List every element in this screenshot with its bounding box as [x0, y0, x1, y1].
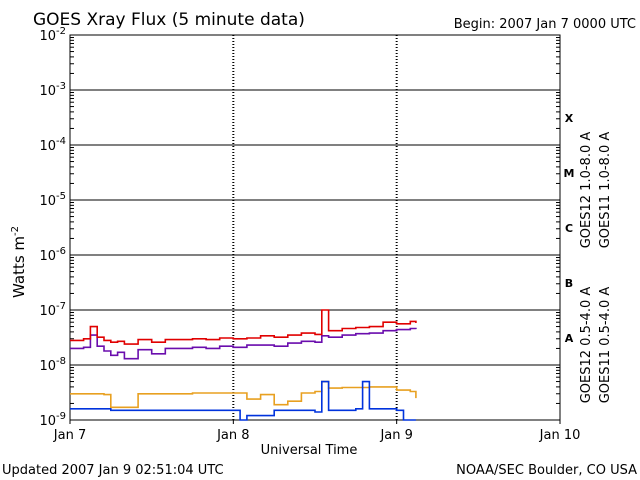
legend-goes12-0-5-4-0-a: GOES12 0.5-4.0 A [579, 287, 594, 404]
series-line-goes11-0-5-4-0-a [70, 380, 417, 409]
flare-class-b: B [565, 277, 573, 290]
legend: GOES12 1.0-8.0 A GOES11 1.0-8.0 A GOES12 0… [579, 132, 613, 404]
x-tick-label-jan-10: Jan 10 [539, 428, 581, 443]
y-axis-ticks: 10-2 10-3 10-4 10-5 10-6 10-7 10-8 10-9 [39, 26, 560, 429]
plot-frame [69, 34, 561, 421]
chart-title: GOES Xray Flux (5 minute data) [33, 10, 305, 30]
x-axis-label: Universal Time [261, 443, 358, 458]
y-tick-label: 10-7 [39, 301, 66, 319]
y-tick-label: 10-2 [39, 26, 66, 44]
data-series [70, 309, 417, 421]
legend-goes12-1-0-8-0-a: GOES12 1.0-8.0 A [579, 132, 594, 249]
updated-timestamp: Updated 2007 Jan 9 02:51:04 UTC [2, 463, 224, 478]
legend-goes11-1-0-8-0-a: GOES11 1.0-8.0 A [598, 132, 613, 249]
y-tick-label: 10-6 [39, 246, 66, 264]
y-axis-label: Watts m-2 [10, 226, 28, 298]
flare-class-m: M [564, 167, 575, 180]
x-tick-label-jan-8: Jan 8 [216, 428, 249, 443]
legend-goes11-0-5-4-0-a: GOES11 0.5-4.0 A [598, 287, 613, 404]
y-tick-label: 10-4 [39, 136, 66, 154]
gridlines [70, 35, 560, 420]
x-axis-ticks: Jan 7 Jan 8 Jan 9 Jan 10 [53, 420, 581, 443]
y-tick-label: 10-3 [39, 81, 66, 99]
series-line-goes12-1-0-8-0-a [70, 309, 417, 345]
flare-class-labels: X M C B A [564, 112, 575, 345]
x-tick-label-jan-9: Jan 9 [379, 428, 412, 443]
begin-date-label: Begin: 2007 Jan 7 0000 UTC [454, 17, 636, 32]
flare-class-a: A [565, 332, 574, 345]
x-tick-label-jan-7: Jan 7 [53, 428, 86, 443]
y-tick-label: 10-8 [39, 356, 66, 374]
flare-class-c: C [565, 222, 573, 235]
y-tick-label: 10-9 [39, 411, 66, 429]
y-tick-label: 10-5 [39, 191, 66, 209]
series-line-goes11-1-0-8-0-a [70, 327, 417, 360]
credit-label: NOAA/SEC Boulder, CO USA [456, 463, 637, 478]
series-line-goes12-0-5-4-0-a [70, 380, 416, 421]
flare-class-x: X [565, 112, 574, 125]
